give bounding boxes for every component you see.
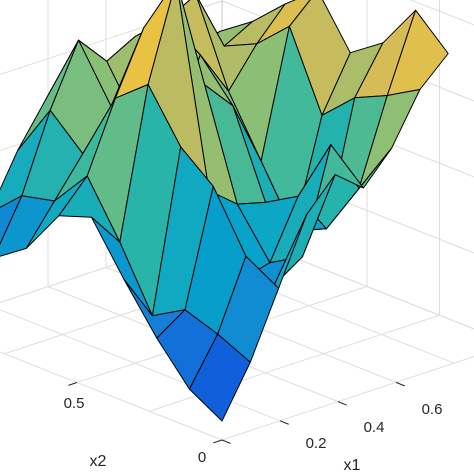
x-tick-label: 0.2 bbox=[306, 435, 327, 452]
y-axis-label: x2 bbox=[90, 453, 107, 470]
grid-line bbox=[221, 356, 474, 441]
surface-mesh bbox=[0, 0, 449, 422]
grid-line bbox=[409, 0, 474, 26]
x-tick-label: 0.4 bbox=[364, 419, 385, 436]
surface-patch bbox=[188, 333, 251, 422]
tick-mark bbox=[221, 439, 231, 444]
tick-mark bbox=[213, 439, 223, 444]
tick-mark bbox=[337, 401, 347, 406]
axis-ticks bbox=[68, 381, 405, 444]
x-tick-label: 0.6 bbox=[422, 401, 443, 418]
tick-mark bbox=[395, 381, 405, 387]
y-tick-label: 0 bbox=[198, 449, 206, 466]
tick-mark bbox=[279, 420, 289, 425]
x-axis-label: x1 bbox=[344, 457, 361, 474]
tick-mark bbox=[68, 382, 78, 386]
y-tick-label: 0.5 bbox=[64, 395, 85, 412]
